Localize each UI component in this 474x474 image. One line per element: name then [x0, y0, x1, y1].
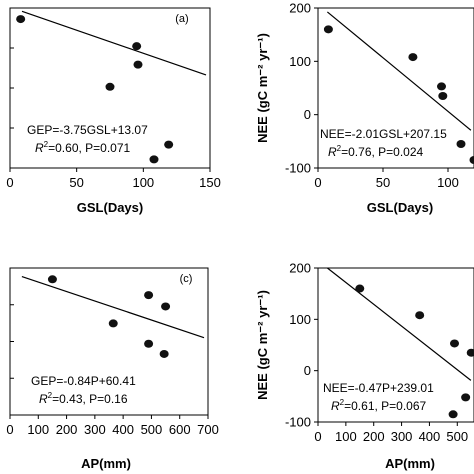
chart-panel-2: 0 50 1002001000-100NEE=-2.01GSL+207.15R2=0…: [255, 1, 474, 215]
data-point: [437, 82, 446, 91]
y-tick-label: 100: [289, 54, 311, 69]
y-tick-label: -100: [285, 161, 311, 176]
x-axis-label: GSL(Days): [77, 200, 143, 215]
data-point: [144, 339, 154, 348]
chart-panel-1: 0 50 100 150 (a) GEP=-3.75GSL+13.07 R2=0.60, P…: [6, 7, 221, 215]
chart-panel-4: 0 100 200 300 400 5002001000-100NEE=-0.47P+23…: [255, 261, 474, 471]
x-tick-label: 50: [376, 175, 390, 190]
y-tick-label: 200: [289, 261, 311, 276]
data-point: [105, 82, 115, 91]
data-point: [149, 155, 159, 164]
regression-line: [21, 275, 205, 339]
regression-stats: R2=0.61, P=0.067: [331, 398, 427, 413]
data-point: [469, 156, 474, 164]
data-point: [164, 140, 174, 149]
data-point: [323, 25, 333, 34]
regression-stats: R2=0.60, P=0.071: [35, 140, 131, 155]
x-tick-label: 0: [314, 429, 321, 444]
y-tick-label: 0: [304, 107, 311, 122]
x-tick-label: 100: [132, 175, 154, 190]
data-point: [456, 140, 466, 148]
y-axis-label: NEE (gC m⁻² yr⁻¹): [255, 290, 270, 400]
panel-label: (a): [175, 13, 188, 25]
x-tick-label: 100: [27, 422, 49, 437]
x-axis-label: AP(mm): [81, 456, 131, 471]
y-tick-label: 0: [304, 363, 311, 378]
x-tick-label: 50: [69, 175, 83, 190]
x-tick-label: 500: [141, 422, 163, 437]
regression-stats: R2=0.43, P=0.16: [39, 391, 128, 406]
chart-panel-3: 0 100 200 300 400 500 600 700 (c) GEP=-0.84P+60.4…: [6, 267, 219, 471]
data-point: [144, 291, 154, 300]
regression-equation: NEE=-0.47P+239.01: [323, 381, 434, 395]
data-point: [132, 42, 142, 51]
plot-frame: [317, 267, 474, 423]
x-tick-label: 200: [56, 422, 78, 437]
data-point: [408, 53, 418, 62]
x-tick-label: 500: [446, 429, 468, 444]
x-tick-label: 100: [335, 429, 357, 444]
y-tick-label: 200: [289, 1, 311, 16]
data-point: [159, 349, 169, 358]
panel-label: (c): [180, 273, 193, 285]
data-point: [108, 319, 118, 328]
regression-stats: R2=0.76, P=0.024: [328, 144, 424, 159]
x-tick-label: 300: [84, 422, 106, 437]
data-point: [16, 15, 26, 24]
y-tick-label: 100: [289, 312, 311, 327]
data-point: [466, 348, 474, 357]
data-point: [47, 275, 57, 284]
x-tick-label: 700: [197, 422, 219, 437]
data-point: [438, 92, 448, 100]
regression-equation: GEP=-0.84P+60.41: [31, 374, 136, 388]
regression-equation: GEP=-3.75GSL+13.07: [27, 123, 148, 137]
x-tick-label: 0: [6, 422, 13, 437]
x-axis-label: AP(mm): [385, 456, 435, 471]
x-tick-label: 600: [169, 422, 191, 437]
data-point: [450, 339, 459, 348]
plot-frame: [317, 7, 474, 169]
data-point: [133, 60, 143, 69]
data-point: [355, 284, 365, 293]
regression-line: [326, 267, 472, 381]
x-tick-label: 100: [437, 175, 459, 190]
x-tick-label: 0: [6, 175, 13, 190]
x-tick-label: 400: [112, 422, 134, 437]
x-tick-label: 300: [391, 429, 413, 444]
x-tick-label: 0: [314, 175, 321, 190]
y-axis-label: NEE (gC m⁻² yr⁻¹): [255, 33, 270, 143]
y-tick-label: -100: [285, 415, 311, 430]
regression-equation: NEE=-2.01GSL+207.15: [320, 127, 447, 141]
data-point: [461, 393, 471, 402]
data-point: [161, 302, 171, 311]
data-point: [448, 410, 458, 419]
regression-line: [21, 10, 207, 76]
x-tick-label: 400: [419, 429, 441, 444]
x-axis-label: GSL(Days): [367, 200, 433, 215]
data-point: [415, 311, 425, 320]
regression-line: [326, 11, 472, 131]
x-tick-label: 150: [199, 175, 221, 190]
x-tick-label: 200: [363, 429, 385, 444]
